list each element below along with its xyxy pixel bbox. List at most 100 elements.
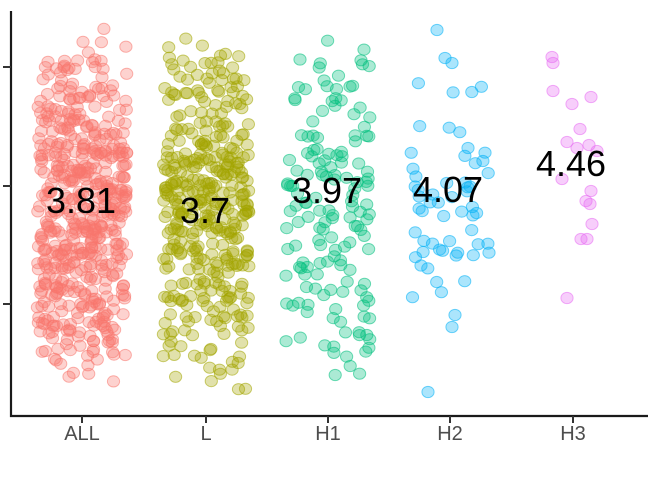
data-point	[88, 292, 102, 305]
data-point	[109, 237, 123, 250]
data-point	[481, 237, 495, 250]
data-point	[204, 190, 218, 203]
data-point	[104, 219, 118, 232]
data-point	[329, 92, 343, 105]
data-point	[85, 233, 99, 246]
data-point	[186, 173, 200, 186]
data-point	[331, 69, 346, 82]
data-point	[191, 173, 205, 186]
data-point	[190, 68, 204, 82]
data-point	[189, 160, 203, 174]
data-point	[86, 223, 101, 236]
data-point	[51, 249, 65, 262]
data-point	[546, 56, 560, 70]
data-point	[453, 126, 467, 139]
data-point	[113, 239, 127, 252]
data-point	[163, 328, 177, 341]
data-point	[359, 345, 373, 358]
data-point	[227, 216, 241, 229]
x-axis-label-h1: H1	[315, 423, 341, 445]
data-point	[460, 185, 474, 198]
data-point	[240, 297, 254, 310]
data-point	[215, 199, 229, 212]
data-point	[360, 213, 374, 226]
data-point	[97, 22, 111, 35]
data-point	[590, 144, 604, 158]
data-point	[312, 61, 326, 74]
data-point	[301, 298, 315, 311]
data-point	[438, 51, 452, 65]
data-point	[178, 147, 193, 160]
data-point	[185, 207, 199, 220]
data-point	[54, 357, 68, 370]
data-point	[291, 215, 305, 229]
data-point	[167, 176, 182, 189]
data-point	[34, 232, 48, 245]
data-point	[412, 202, 426, 215]
data-point	[241, 321, 255, 334]
data-point	[314, 165, 328, 178]
data-point	[235, 171, 249, 184]
data-point	[226, 142, 240, 155]
data-point	[289, 239, 303, 252]
data-point	[421, 385, 435, 399]
data-point	[162, 93, 176, 106]
data-point	[67, 92, 81, 105]
data-point	[211, 56, 225, 69]
data-point	[113, 136, 128, 149]
data-point	[423, 196, 437, 209]
data-point	[348, 182, 362, 195]
data-point	[357, 229, 371, 242]
data-point	[478, 146, 492, 159]
data-point	[165, 86, 179, 99]
data-point	[294, 262, 308, 275]
data-point	[468, 157, 482, 170]
data-point	[286, 299, 300, 312]
series-l	[156, 32, 256, 396]
data-point	[86, 343, 101, 356]
data-point	[194, 284, 208, 297]
data-point	[355, 58, 370, 71]
data-point	[351, 220, 365, 233]
data-point	[213, 120, 227, 133]
data-point	[327, 346, 341, 359]
data-point	[77, 142, 91, 155]
data-point	[327, 340, 341, 353]
data-point	[51, 82, 65, 95]
data-point	[175, 277, 190, 290]
data-point	[170, 197, 184, 211]
data-point	[190, 224, 204, 238]
data-point	[209, 221, 223, 234]
data-point	[360, 291, 374, 304]
data-point	[76, 35, 90, 49]
data-point	[215, 146, 229, 159]
data-point	[173, 109, 187, 122]
data-point	[162, 243, 176, 256]
data-point	[65, 77, 80, 90]
data-point	[225, 232, 239, 245]
data-point	[404, 146, 418, 159]
data-point	[112, 209, 126, 222]
data-point	[78, 287, 92, 300]
data-point	[184, 60, 198, 74]
data-point	[209, 99, 223, 112]
data-point	[279, 269, 293, 282]
data-point	[158, 82, 172, 95]
data-point	[216, 238, 230, 252]
mean-label-h1: 3.97	[292, 170, 362, 211]
data-point	[179, 86, 193, 100]
data-point	[94, 254, 108, 267]
data-point	[317, 288, 331, 302]
data-point	[436, 244, 450, 257]
data-point	[34, 94, 48, 107]
data-point	[49, 62, 63, 75]
data-point	[198, 201, 212, 214]
data-point	[470, 206, 484, 220]
data-point	[334, 156, 348, 169]
data-point	[440, 176, 454, 190]
data-point	[100, 175, 114, 188]
data-point	[204, 313, 218, 326]
data-point	[299, 196, 313, 209]
data-point	[116, 279, 131, 292]
data-point	[328, 368, 342, 382]
